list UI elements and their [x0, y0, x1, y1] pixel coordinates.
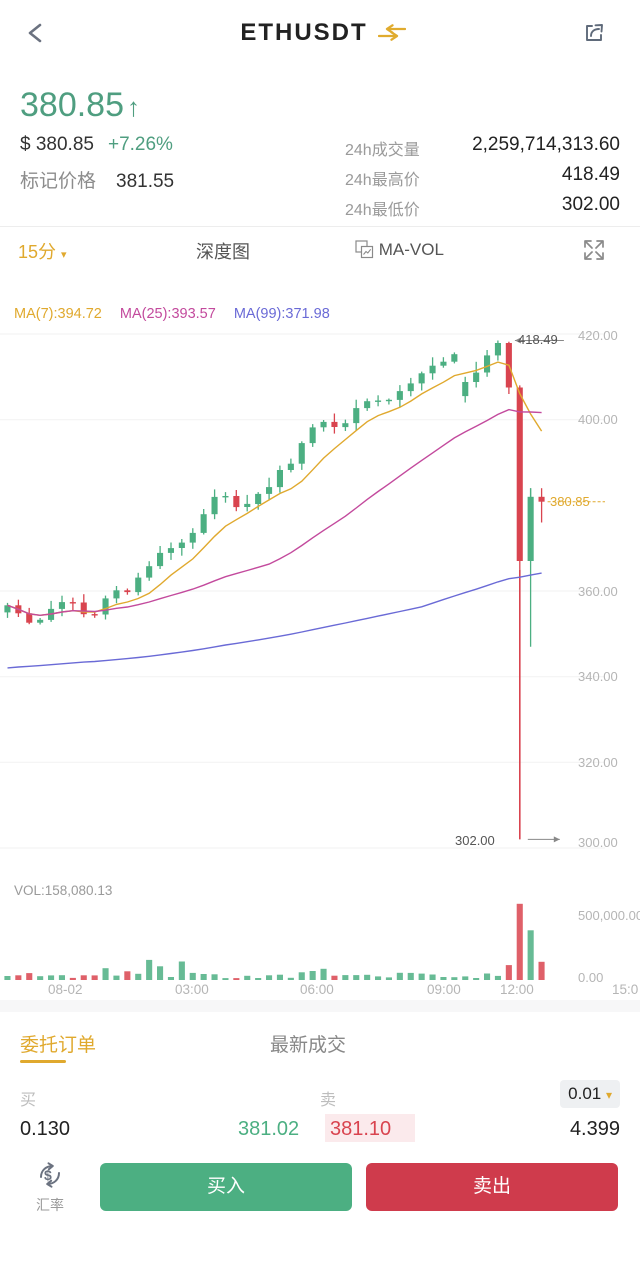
svg-text:$: $ [44, 1167, 52, 1183]
